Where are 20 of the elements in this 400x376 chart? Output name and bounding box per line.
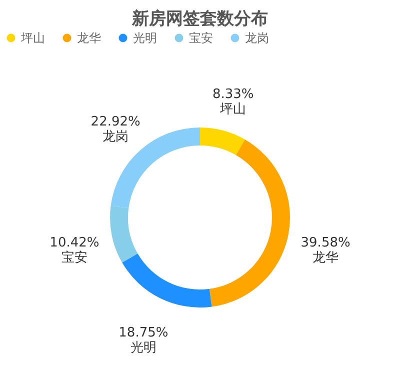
data-label: 10.42%	[50, 236, 100, 251]
legend-label: 坪山	[20, 31, 45, 45]
legend-label: 龙岗	[245, 31, 269, 45]
slice-label: 坪山	[219, 102, 246, 117]
slice-label: 龙岗	[102, 129, 129, 144]
donut-slice	[209, 140, 290, 307]
donut-slice	[122, 254, 212, 308]
data-label: 39.58%	[300, 235, 350, 250]
slice-label: 宝安	[61, 250, 88, 266]
chart-title: 新房网签套数分布	[131, 9, 268, 29]
slice-label: 龙华	[312, 250, 339, 266]
data-label: 18.75%	[118, 325, 168, 340]
donut-slice	[200, 128, 245, 156]
donut-slice	[110, 206, 138, 263]
data-label: 22.92%	[90, 114, 140, 130]
data-label: 8.33%	[212, 86, 254, 102]
legend-label: 龙华	[77, 31, 101, 45]
legend-label: 光明	[133, 31, 157, 45]
legend-label: 宝安	[189, 31, 213, 45]
slice-label: 光明	[130, 340, 156, 356]
